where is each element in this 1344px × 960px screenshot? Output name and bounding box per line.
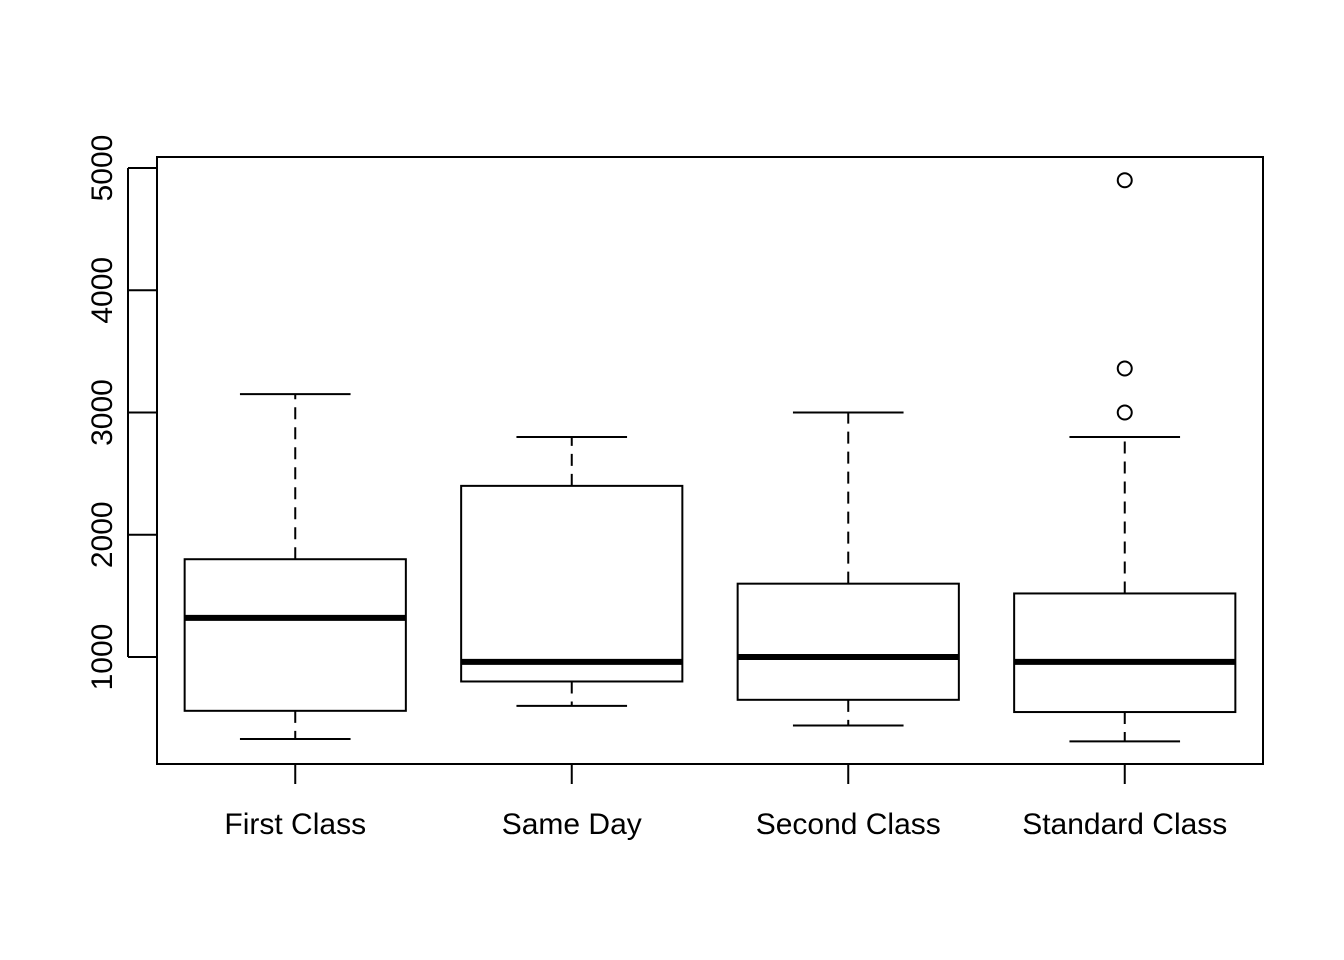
box-standard-class [1013,172,1237,743]
y-tick-label: 2000 [86,501,119,568]
outlier-point [1116,360,1133,377]
y-axis: 1000 2000 3000 4000 5000 [86,135,157,691]
x-category-label: Second Class [756,808,941,841]
box-second-class [736,411,960,727]
box-same-day [460,435,684,707]
iqr-box [736,582,960,701]
x-category-label: Same Day [502,808,642,841]
iqr-box [1013,592,1237,714]
x-category-label: Standard Class [1022,808,1227,841]
iqr-box [183,558,407,712]
plot-frame [156,156,1264,765]
box-first-class [183,393,407,740]
y-tick-label: 5000 [86,135,119,202]
y-tick-label: 1000 [86,624,119,691]
x-category-label: First Class [224,808,366,841]
outlier-point [1116,172,1133,189]
boxes [183,172,1237,743]
outlier-point [1116,404,1133,421]
y-tick-label: 4000 [86,257,119,324]
y-tick-label: 3000 [86,379,119,446]
x-axis: First Class Same Day Second Class Standard … [224,764,1227,841]
iqr-box [460,484,684,683]
